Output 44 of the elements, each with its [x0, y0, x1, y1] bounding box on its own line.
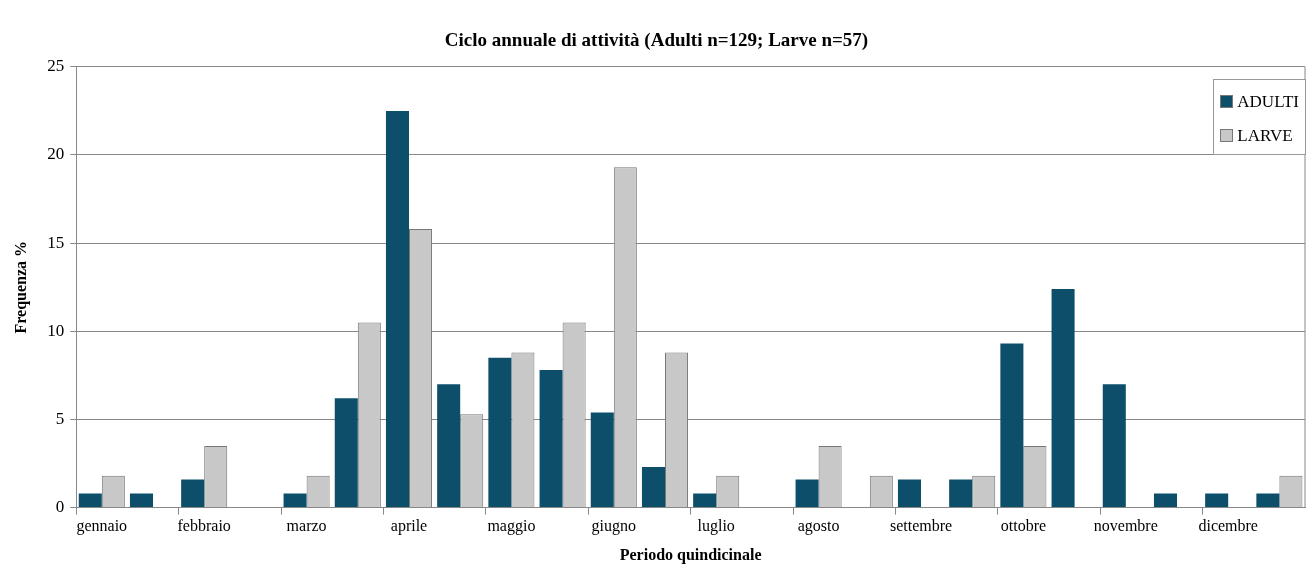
legend-label: ADULTI [1237, 91, 1299, 112]
bar [693, 493, 717, 508]
x-tick-label: maggio [487, 517, 536, 536]
x-tick-label: dicembre [1198, 517, 1258, 535]
y-tick-label: 10 [47, 320, 65, 340]
bar [437, 384, 461, 508]
bar [539, 370, 563, 508]
bar [795, 479, 819, 508]
bar [949, 479, 973, 508]
x-tick-label: settembre [889, 517, 953, 535]
x-tick-label: marzo [286, 517, 327, 535]
bar [78, 493, 102, 508]
chart-title: Ciclo annuale di attività (Adulti n=129; Larve n=57) [444, 29, 869, 52]
x-tick-label: aprile [390, 517, 428, 536]
y-tick-label: 0 [55, 497, 65, 517]
bar [283, 493, 307, 508]
x-tick-label: novembre [1093, 517, 1158, 535]
bar [1153, 493, 1177, 508]
bar [1051, 288, 1075, 508]
bar [488, 357, 512, 508]
y-tick-label: 15 [47, 232, 65, 252]
bar [1256, 493, 1280, 508]
y-axis-title: Frequenza % [11, 240, 30, 334]
x-tick-label: luglio [697, 517, 735, 536]
x-tick-label: agosto [797, 517, 840, 536]
x-tick-label: ottobre [1000, 517, 1047, 535]
y-tick-label: 20 [47, 144, 65, 164]
x-tick-label: gennaio [76, 517, 128, 536]
y-tick-label: 25 [47, 56, 65, 76]
x-axis-title: Periodo quindicinale [619, 545, 762, 564]
y-tick-label: 5 [55, 408, 65, 428]
bar [1000, 343, 1024, 508]
bar [897, 479, 921, 508]
bar [334, 398, 358, 508]
x-tick-label: giugno [591, 517, 637, 536]
x-tick-label: febbraio [177, 517, 231, 535]
bar [641, 467, 665, 508]
bar [1205, 493, 1229, 508]
bar [1102, 384, 1126, 508]
bar [181, 479, 205, 508]
bar [385, 110, 409, 508]
bar [590, 412, 614, 508]
legend-label: LARVE [1237, 125, 1293, 146]
bar [129, 493, 153, 508]
